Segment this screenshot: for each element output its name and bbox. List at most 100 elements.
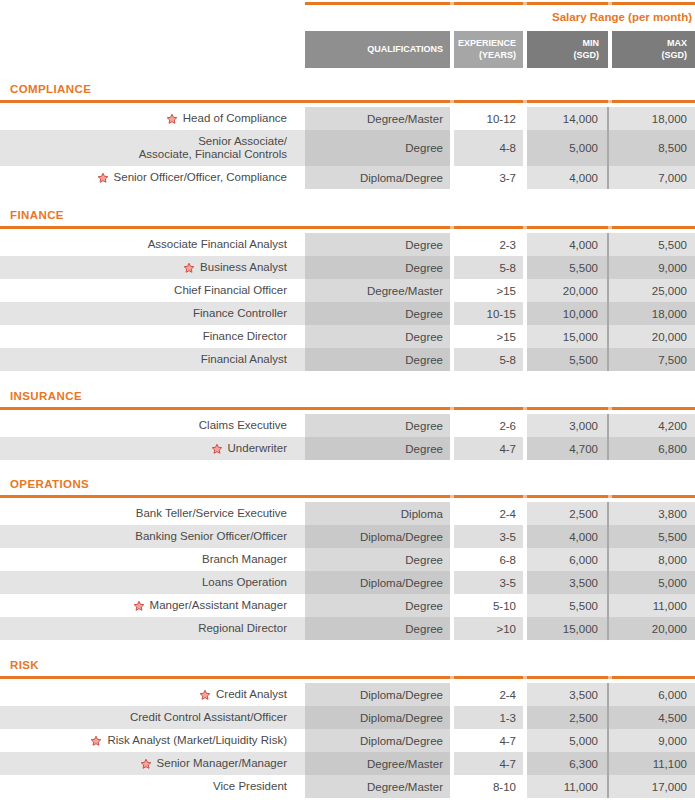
rule-segment (0, 100, 450, 103)
job-title-cell: Credit Control Assistant/Officer (0, 706, 305, 729)
job-title: Chief Financial Officer (174, 284, 287, 297)
star-icon (97, 172, 109, 184)
qualifications-cell: Degree (305, 130, 450, 166)
section-orange-rule (0, 676, 695, 679)
min-salary-cell: 3,500 (527, 571, 607, 594)
table-row: Financial AnalystDegree5-85,5007,500 (0, 348, 695, 371)
job-title: Senior Officer/Officer, Compliance (114, 171, 287, 184)
max-salary-cell: 5,500 (609, 233, 695, 256)
max-salary-cell: 8,500 (609, 130, 695, 166)
section-title: RISK (0, 659, 695, 673)
column-header-min: MIN (SGD) (527, 31, 608, 68)
section-insurance: INSURANCE Claims ExecutiveDegree2-63,0004… (0, 390, 695, 460)
experience-cell: 8-10 (454, 775, 523, 798)
job-title: Financial Analyst (201, 353, 287, 366)
column-header-qualifications: QUALIFICATIONS (305, 31, 450, 68)
max-salary-cell: 7,000 (609, 166, 695, 189)
rule-segment (0, 407, 450, 410)
experience-cell: 10-15 (454, 302, 523, 325)
qualifications-cell: Degree (305, 617, 450, 640)
table-row: UnderwriterDegree4-74,7006,800 (0, 437, 695, 460)
qualifications-cell: Degree/Master (305, 752, 450, 775)
min-salary-cell: 5,000 (527, 130, 607, 166)
rule-segment (454, 676, 523, 679)
section-title: FINANCE (0, 209, 695, 223)
table-row: Bank Teller/Service ExecutiveDiploma2-42… (0, 502, 695, 525)
qualifications-cell: Degree (305, 414, 450, 437)
experience-cell: 4-7 (454, 729, 523, 752)
rule-segment (454, 407, 523, 410)
min-salary-cell: 4,000 (527, 233, 607, 256)
rule-segment (305, 2, 450, 5)
min-salary-cell: 3,000 (527, 414, 607, 437)
section-risk: RISK Credit AnalystDiploma/Degree2-43,500… (0, 659, 695, 798)
rule-segment (527, 226, 608, 229)
experience-cell: 4-7 (454, 437, 523, 460)
star-icon (90, 735, 102, 747)
section-rows: Credit AnalystDiploma/Degree2-43,5006,00… (0, 683, 695, 798)
max-salary-cell: 17,000 (609, 775, 695, 798)
min-salary-cell: 6,000 (527, 548, 607, 571)
experience-cell: 3-5 (454, 571, 523, 594)
section-title: INSURANCE (0, 390, 695, 404)
star-icon (199, 689, 211, 701)
min-salary-cell: 5,500 (527, 348, 607, 371)
job-title-cell: Senior Manager/Manager (0, 752, 305, 775)
qualifications-cell: Diploma/Degree (305, 729, 450, 752)
table-row: Senior Manager/ManagerDegree/Master4-76,… (0, 752, 695, 775)
qualifications-cell: Degree/Master (305, 107, 450, 130)
table-row: Credit Control Assistant/OfficerDiploma/… (0, 706, 695, 729)
experience-cell: 2-6 (454, 414, 523, 437)
job-title: Banking Senior Officer/Officer (135, 530, 287, 543)
job-title-cell: Credit Analyst (0, 683, 305, 706)
rule-segment (612, 2, 695, 5)
rule-segment (612, 100, 695, 103)
job-title-cell: Associate Financial Analyst (0, 233, 305, 256)
column-header-experience: EXPERIENCE (YEARS) (454, 31, 523, 68)
star-icon (166, 113, 178, 125)
star-icon (183, 262, 195, 274)
rule-segment (527, 2, 608, 5)
qualifications-cell: Diploma/Degree (305, 525, 450, 548)
section-orange-rule (0, 226, 695, 229)
qualifications-cell: Diploma/Degree (305, 683, 450, 706)
rule-segment (0, 495, 450, 498)
job-title: Senior Manager/Manager (157, 757, 287, 770)
table-row: Claims ExecutiveDegree2-63,0004,200 (0, 414, 695, 437)
rule-segment (454, 226, 523, 229)
rule-segment (612, 676, 695, 679)
job-title: Branch Manager (202, 553, 287, 566)
rule-segment (0, 226, 450, 229)
experience-cell: 5-10 (454, 594, 523, 617)
min-salary-cell: 10,000 (527, 302, 607, 325)
qualifications-cell: Degree/Master (305, 279, 450, 302)
experience-cell: 6-8 (454, 548, 523, 571)
job-title: Head of Compliance (183, 112, 287, 125)
job-title-cell: Business Analyst (0, 256, 305, 279)
min-salary-cell: 5,500 (527, 256, 607, 279)
table-row: Banking Senior Officer/Officer Diploma/De… (0, 525, 695, 548)
max-salary-cell: 5,500 (609, 525, 695, 548)
table-row: Risk Analyst (Market/Liquidity Risk)Dipl… (0, 729, 695, 752)
qualifications-cell: Degree/Master (305, 775, 450, 798)
job-title-cell: Manger/Assistant Manager (0, 594, 305, 617)
table-row: Finance ControllerDegree10-1510,00018,00… (0, 302, 695, 325)
min-salary-cell: 4,000 (527, 525, 607, 548)
section-operations: OPERATIONSBank Teller/Service ExecutiveD… (0, 478, 695, 640)
table-row: Associate Financial AnalystDegree2-34,00… (0, 233, 695, 256)
experience-cell: 3-7 (454, 166, 523, 189)
section-title: COMPLIANCE (0, 83, 695, 97)
table-row: Vice PresidentDegree/Master8-1011,00017,… (0, 775, 695, 798)
job-title-cell: Finance Director (0, 325, 305, 348)
job-title-cell: Financial Analyst (0, 348, 305, 371)
max-salary-cell: 5,000 (609, 571, 695, 594)
job-title: Finance Controller (193, 307, 287, 320)
qualifications-cell: Degree (305, 348, 450, 371)
experience-cell: 2-4 (454, 683, 523, 706)
qualifications-cell: Degree (305, 437, 450, 460)
experience-cell: 2-4 (454, 502, 523, 525)
star-icon (133, 600, 145, 612)
min-salary-cell: 3,500 (527, 683, 607, 706)
rule-segment (454, 100, 523, 103)
rule-segment (0, 676, 450, 679)
